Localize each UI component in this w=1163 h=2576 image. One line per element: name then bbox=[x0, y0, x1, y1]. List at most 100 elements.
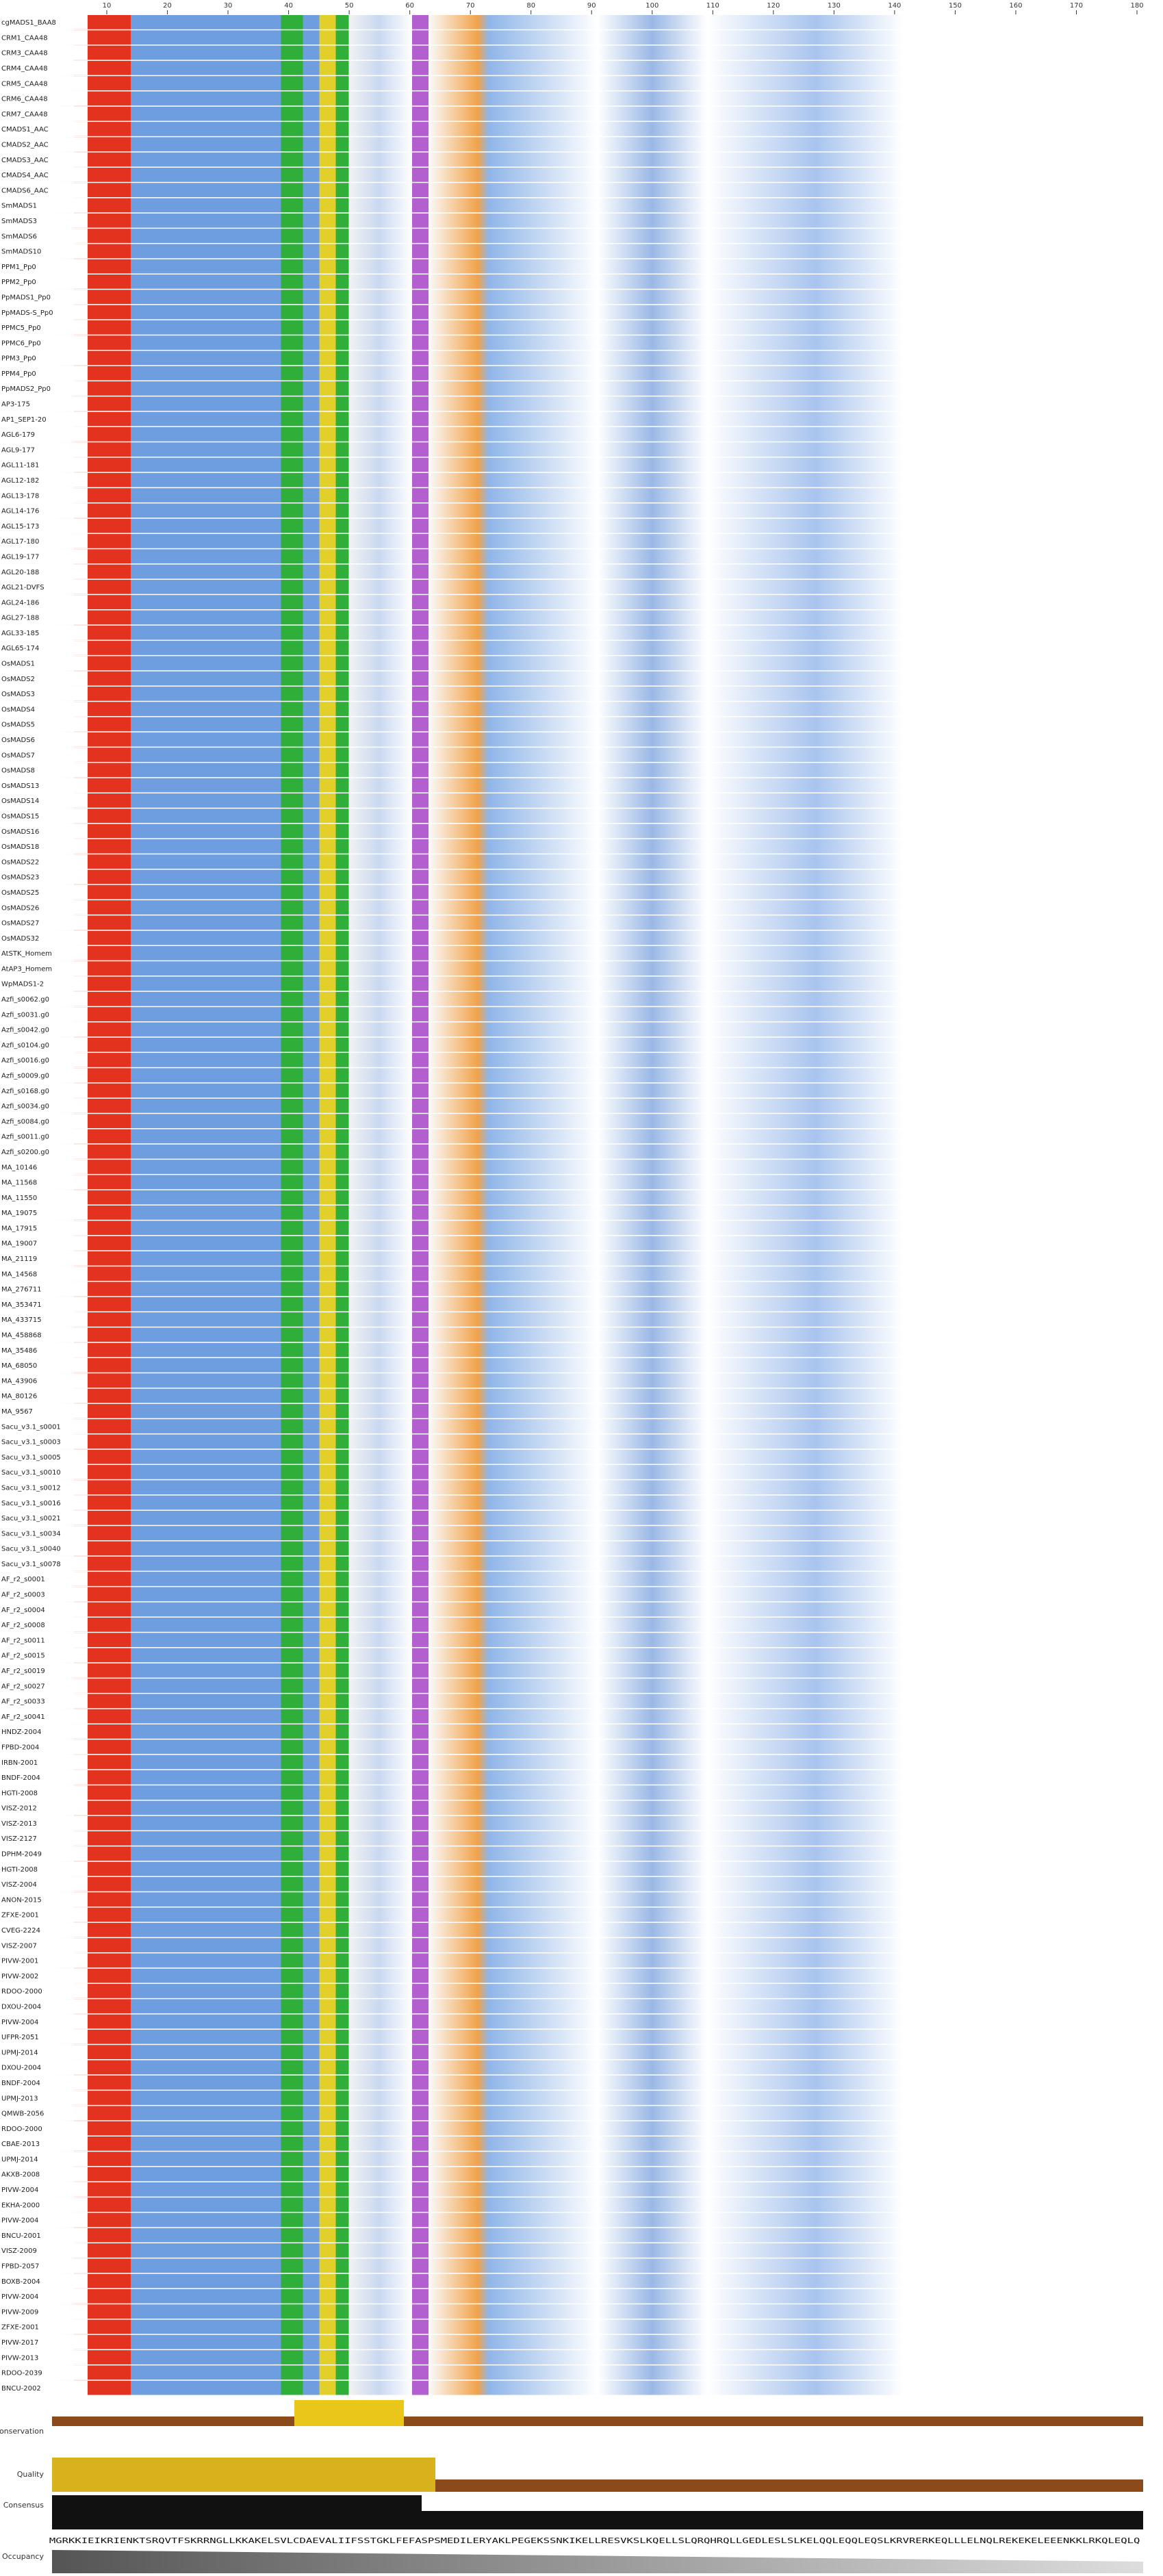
sequence-row bbox=[52, 976, 1143, 991]
sequence-name: DPHM-2049 bbox=[1, 1851, 42, 1859]
ruler-label: 30 bbox=[224, 2, 233, 10]
sequence-row bbox=[52, 1495, 1143, 1510]
sequence-row bbox=[52, 1434, 1143, 1449]
sequence-row bbox=[52, 15, 1143, 29]
sequence-name: PpMADS2_Pp0 bbox=[1, 385, 51, 393]
sequence-name: AF_r2_s0019 bbox=[1, 1668, 45, 1675]
name-background bbox=[0, 305, 88, 320]
sequence-row bbox=[52, 2258, 1143, 2273]
sequence-row bbox=[52, 1739, 1143, 1755]
sequence-name: MA_9567 bbox=[1, 1408, 33, 1416]
sequence-row bbox=[52, 30, 1143, 45]
sequence-name: AGL11-181 bbox=[1, 462, 39, 470]
name-background bbox=[0, 45, 88, 60]
sequence-name: Sacu_v3.1_s0003 bbox=[1, 1439, 61, 1446]
track-label: Conservation bbox=[0, 2427, 44, 2436]
sequence-name: AGL6-179 bbox=[1, 431, 35, 439]
sequence-name: CMADS3_AAC bbox=[1, 157, 49, 164]
sequence-name: HGTI-2008 bbox=[1, 1866, 38, 1874]
name-background bbox=[0, 335, 88, 350]
sequence-name: PpMADS-S_Pp0 bbox=[1, 309, 53, 317]
name-background bbox=[0, 763, 88, 778]
name-background bbox=[0, 1968, 88, 1983]
name-background bbox=[0, 1831, 88, 1846]
name-background bbox=[0, 1724, 88, 1739]
sequence-name: RDOO-2000 bbox=[1, 2126, 42, 2133]
sequence-row bbox=[52, 1098, 1143, 1113]
sequence-row bbox=[52, 1297, 1143, 1312]
sequence-name: AP3-175 bbox=[1, 401, 30, 409]
consensus-track bbox=[52, 2495, 422, 2529]
sequence-row bbox=[52, 763, 1143, 778]
sequence-name: PIVW-2004 bbox=[1, 2293, 38, 2301]
sequence-name: OsMADS14 bbox=[1, 798, 39, 805]
sequence-name: MA_19007 bbox=[1, 1240, 37, 1248]
name-background bbox=[0, 2243, 88, 2258]
sequence-name: Sacu_v3.1_s0012 bbox=[1, 1484, 61, 1492]
ruler-label: 10 bbox=[103, 2, 112, 10]
sequence-name: HNDZ-2004 bbox=[1, 1729, 41, 1736]
sequence-row bbox=[52, 1800, 1143, 1815]
name-background bbox=[0, 1541, 88, 1556]
sequence-row bbox=[52, 2243, 1143, 2258]
sequence-row bbox=[52, 1526, 1143, 1540]
name-background bbox=[0, 290, 88, 305]
sequence-row bbox=[52, 595, 1143, 609]
name-background bbox=[0, 961, 88, 976]
sequence-row bbox=[52, 1403, 1143, 1418]
sequence-name: VISZ-2127 bbox=[1, 1835, 37, 1843]
sequence-name: UPMJ-2013 bbox=[1, 2095, 38, 2102]
sequence-name: AF_r2_s0041 bbox=[1, 1713, 45, 1721]
name-background bbox=[0, 1755, 88, 1770]
sequence-name: MA_276711 bbox=[1, 1286, 42, 1294]
name-background bbox=[0, 549, 88, 564]
name-background bbox=[0, 564, 88, 579]
name-background bbox=[0, 76, 88, 90]
sequence-name: HGTI-2008 bbox=[1, 1789, 38, 1797]
sequence-name: OsMADS2 bbox=[1, 676, 35, 683]
name-background bbox=[0, 426, 88, 442]
sequence-row bbox=[52, 1083, 1143, 1098]
name-background bbox=[0, 1495, 88, 1510]
sequence-row bbox=[52, 534, 1143, 548]
name-background bbox=[0, 717, 88, 732]
sequence-name: RDOO-2000 bbox=[1, 1988, 42, 1995]
sequence-row bbox=[52, 2045, 1143, 2060]
name-background bbox=[0, 1922, 88, 1937]
name-background bbox=[0, 1144, 88, 1159]
name-background bbox=[0, 152, 88, 167]
name-background bbox=[0, 2182, 88, 2197]
name-background bbox=[0, 2167, 88, 2182]
name-background bbox=[0, 1114, 88, 1129]
sequence-row bbox=[52, 1327, 1143, 1342]
occupancy-track bbox=[52, 2550, 1143, 2573]
name-background bbox=[0, 1694, 88, 1709]
sequence-row bbox=[52, 426, 1143, 442]
sequence-row bbox=[52, 1373, 1143, 1388]
sequence-row bbox=[52, 1068, 1143, 1083]
name-background bbox=[0, 1083, 88, 1098]
name-background bbox=[0, 991, 88, 1006]
sequence-name: CRM6_CAA48 bbox=[1, 96, 48, 103]
sequence-name: OsMADS32 bbox=[1, 935, 39, 943]
sequence-row bbox=[52, 2197, 1143, 2212]
sequence-name: CRM4_CAA48 bbox=[1, 65, 48, 73]
sequence-name: OsMADS27 bbox=[1, 920, 39, 928]
sequence-name: EKHA-2000 bbox=[1, 2202, 40, 2209]
name-background bbox=[0, 1419, 88, 1433]
sequence-row bbox=[52, 869, 1143, 884]
sequence-row bbox=[52, 457, 1143, 472]
sequence-name: Sacu_v3.1_s0078 bbox=[1, 1561, 61, 1568]
name-background bbox=[0, 1938, 88, 1952]
sequence-row bbox=[52, 1602, 1143, 1617]
sequence-row bbox=[52, 717, 1143, 732]
sequence-row bbox=[52, 1281, 1143, 1297]
name-background bbox=[0, 518, 88, 533]
sequence-row bbox=[52, 2091, 1143, 2105]
sequence-row bbox=[52, 2152, 1143, 2167]
name-background bbox=[0, 229, 88, 243]
name-background bbox=[0, 2014, 88, 2029]
sequence-row bbox=[52, 1144, 1143, 1159]
sequence-row bbox=[52, 442, 1143, 457]
name-background bbox=[0, 30, 88, 45]
